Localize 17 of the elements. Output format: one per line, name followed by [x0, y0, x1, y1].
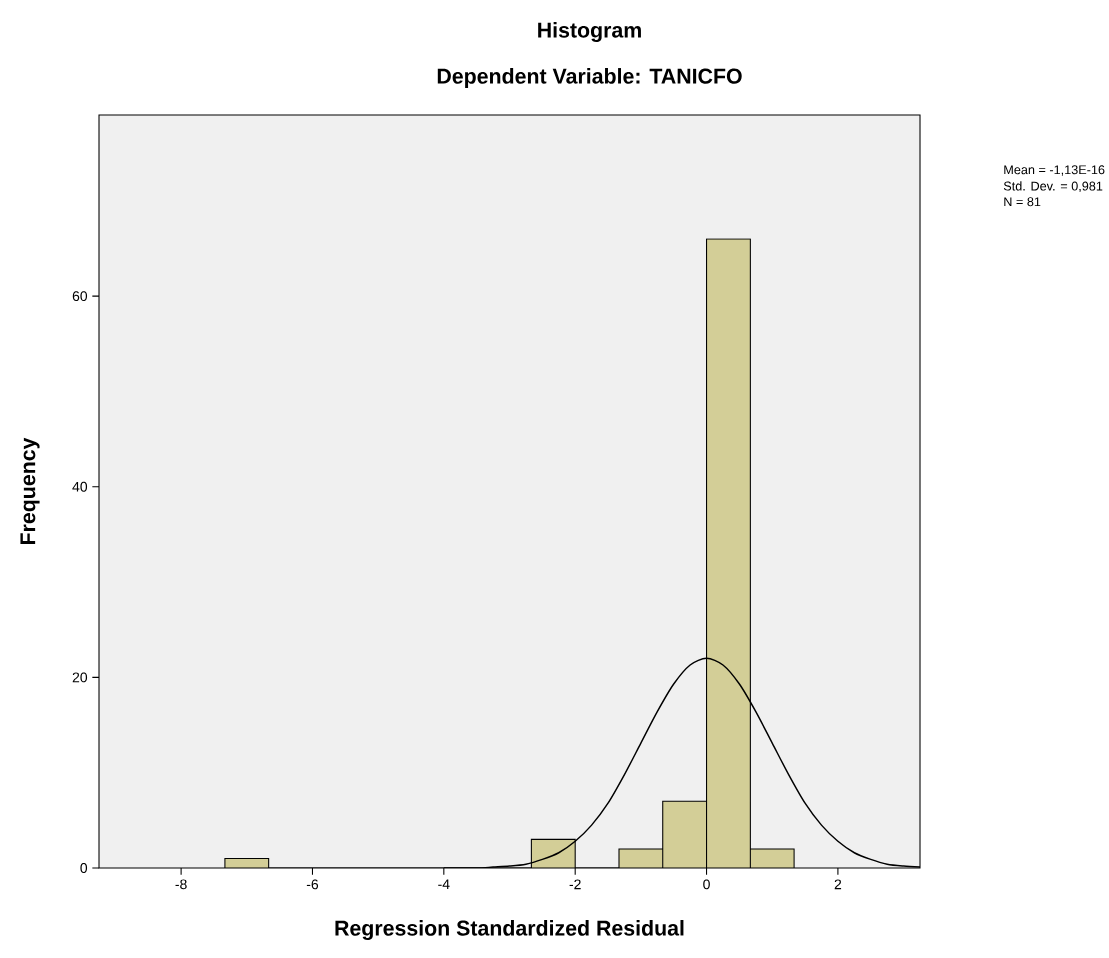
y-tick-label: 20	[72, 672, 88, 683]
y-tick-label: 40	[72, 481, 88, 492]
y-tick-label: 60	[72, 291, 88, 302]
x-tick-label: -8	[175, 879, 187, 890]
text: Std. Dev. = 0,981	[1003, 181, 1103, 193]
text: N = 81	[1004, 197, 1041, 207]
chart-title: Histogram	[538, 22, 641, 42]
x-tick-label: 2	[834, 879, 842, 890]
x-tick-label: -2	[569, 879, 581, 890]
chart-subtitle: Dependent Variable: TANICFO	[437, 68, 742, 88]
y-tick-label: 0	[80, 863, 88, 873]
y-axis-title: Frequency	[20, 437, 40, 545]
x-tick-label: -4	[438, 879, 450, 890]
x-axis-title: Regression Standardized Residual	[335, 920, 684, 940]
x-tick-label: 0	[703, 879, 710, 890]
x-tick-label: -6	[306, 879, 319, 890]
text: Mean = -1,13E-16	[1004, 165, 1105, 176]
